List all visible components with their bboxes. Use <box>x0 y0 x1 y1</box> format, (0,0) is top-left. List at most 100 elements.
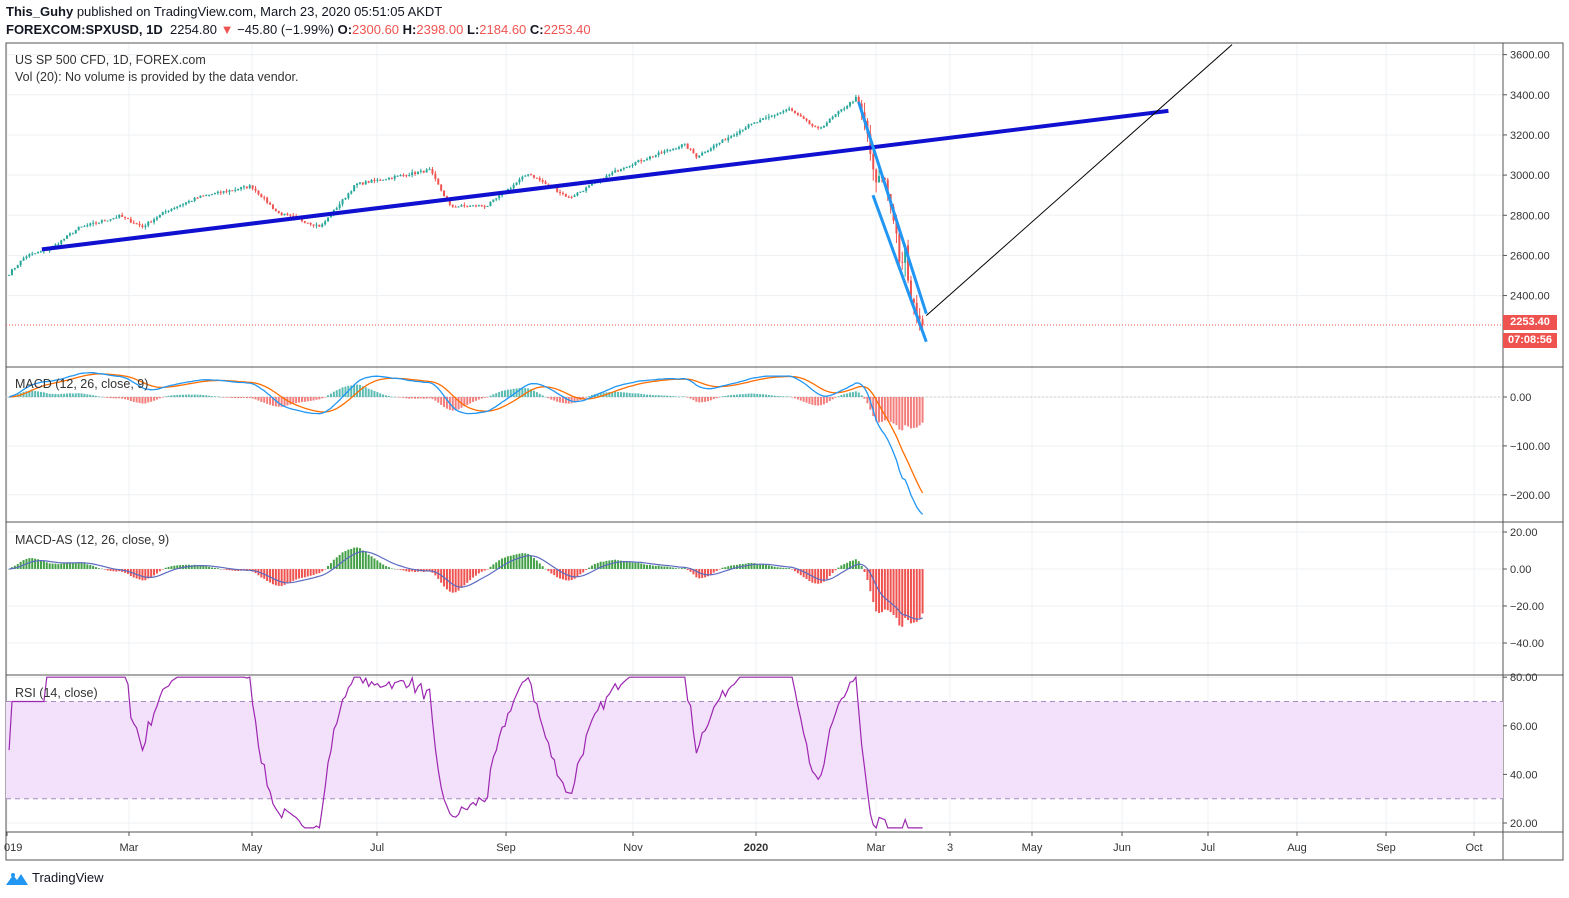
macd-hist-bar <box>831 397 834 400</box>
macdas-hist-bar <box>327 565 330 569</box>
candle-body <box>431 169 434 174</box>
candle <box>805 117 808 122</box>
macdas-hist-bar <box>489 566 492 569</box>
macd-hist-bar <box>643 394 646 397</box>
macd-hist-bar <box>454 397 457 411</box>
macdas-hist-bar <box>66 562 69 569</box>
candle <box>480 204 483 207</box>
macd-hist-bar <box>532 390 535 397</box>
candle-body <box>112 218 115 220</box>
candle-body <box>286 213 289 215</box>
candle <box>706 149 709 153</box>
macd-hist-bar <box>625 392 628 397</box>
brand-name: TradingView <box>32 870 104 885</box>
macdas-hist-bar <box>773 566 776 569</box>
candle-body <box>463 205 466 207</box>
candle <box>660 150 663 154</box>
candle-body <box>364 181 367 185</box>
candle <box>814 125 817 128</box>
macdas-hist-bar <box>492 564 495 569</box>
macdas-hist-bar <box>338 554 341 569</box>
macd-hist-bar <box>596 393 599 397</box>
candle <box>666 148 669 153</box>
candle-body <box>857 96 860 104</box>
macd-hist-bar <box>825 397 828 403</box>
macd-hist-bar <box>25 391 28 397</box>
macdas-hist-bar <box>402 569 405 571</box>
tradingview-logo[interactable]: TradingView <box>6 870 104 886</box>
candle-body <box>405 175 408 177</box>
macd-hist-bar <box>292 397 295 404</box>
candle-body <box>318 224 321 227</box>
candle <box>216 190 219 195</box>
rsi-pane-title[interactable]: RSI (14, close) <box>15 686 98 700</box>
candle-body <box>779 112 782 114</box>
candle <box>367 180 370 184</box>
macd-hist-bar <box>619 392 622 397</box>
macd-hist-bar <box>759 394 762 397</box>
candle-body <box>341 199 344 205</box>
candle-body <box>657 152 660 156</box>
candle-body <box>796 112 799 115</box>
candle <box>129 216 132 224</box>
macd-hist-bar <box>390 396 393 398</box>
candle <box>269 201 272 206</box>
macdas-hist-bar <box>158 569 161 572</box>
candle-body <box>234 189 237 191</box>
macd-hist-bar <box>506 389 509 397</box>
main-pane-title[interactable]: US SP 500 CFD, 1D, FOREX.com <box>15 53 206 67</box>
macd-hist-bar <box>495 393 498 397</box>
macd-hist-bar <box>851 392 854 397</box>
macd-hist-bar <box>480 397 483 399</box>
macdas-hist-bar <box>202 565 205 569</box>
macdas-hist-bar <box>364 552 367 569</box>
candle <box>538 176 541 182</box>
macd-hist-bar <box>97 396 100 398</box>
macdas-hist-bar <box>271 569 274 585</box>
candle-body <box>95 222 98 224</box>
macd-hist-bar <box>463 397 466 407</box>
candle <box>782 109 785 115</box>
macdas-hist-bar <box>28 558 31 569</box>
symbol-label[interactable]: FOREXCOM:SPXUSD, 1D <box>6 22 163 37</box>
macdas-hist-bar <box>666 566 669 569</box>
candle-body <box>228 190 231 192</box>
macdas-hist-bar <box>332 559 335 569</box>
candle <box>89 222 92 227</box>
macdas-hist-bar <box>509 555 512 569</box>
candle-body <box>614 170 617 173</box>
candle-body <box>767 116 770 118</box>
macdas-hist-bar <box>851 560 854 569</box>
macdas-hist-bar <box>367 554 370 569</box>
macdas-hist-bar <box>483 569 486 571</box>
macd-hist-bar <box>561 397 564 403</box>
candle-body <box>480 205 483 207</box>
macdas-pane-title[interactable]: MACD-AS (12, 26, close, 9) <box>15 533 170 547</box>
rsi-band <box>6 701 1503 799</box>
macd-hist-bar <box>237 397 240 399</box>
price-tick-label: 2400.00 <box>1510 291 1550 303</box>
candle-body <box>370 179 373 183</box>
candle <box>219 190 222 196</box>
macdas-hist-bar <box>469 569 472 581</box>
candle-body <box>460 205 463 207</box>
candle <box>396 175 399 177</box>
candle-body <box>695 153 698 158</box>
candle <box>530 173 533 176</box>
macd-hist-bar <box>77 393 80 397</box>
candle-body <box>709 148 712 151</box>
macdas-hist-bar <box>846 562 849 569</box>
macd-hist-bar <box>170 395 173 397</box>
macd-hist-bar <box>379 393 382 397</box>
author-name[interactable]: This_Guhy <box>6 4 74 19</box>
x-tick-label: Jul <box>370 842 384 854</box>
candle <box>228 189 231 195</box>
macd-pane-title[interactable]: MACD (12, 26, close, 9) <box>15 377 149 391</box>
macd-hist-bar <box>547 397 550 399</box>
candle <box>811 123 814 128</box>
macd-hist-bar <box>530 389 533 397</box>
macd-hist-bar <box>762 394 765 397</box>
macd-hist-bar <box>814 397 817 406</box>
macd-hist-bar <box>416 397 419 399</box>
